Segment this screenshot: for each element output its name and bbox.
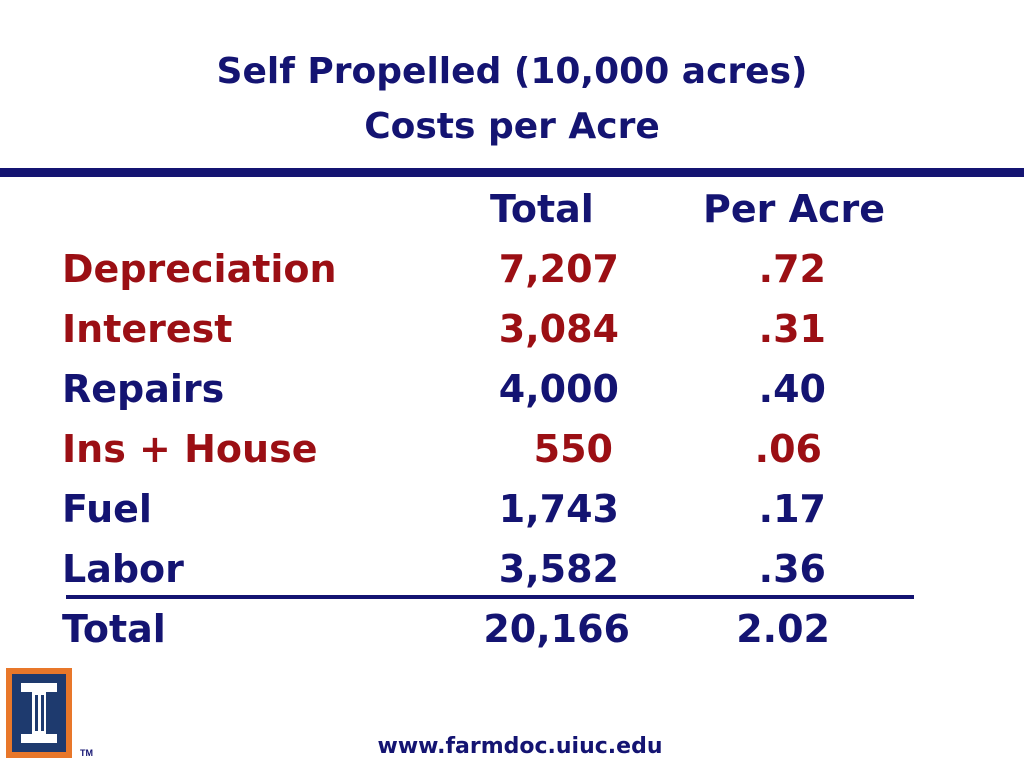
row-label: Interest: [62, 307, 233, 351]
row-label: Labor: [62, 547, 184, 591]
row-per-acre: .36: [758, 547, 826, 591]
row-total: 3,582: [498, 547, 619, 591]
row-label: Repairs: [62, 367, 225, 411]
row-label: Depreciation: [62, 247, 337, 291]
row-total: 550: [533, 427, 613, 471]
row-per-acre: .31: [758, 307, 826, 351]
row-label: Fuel: [62, 487, 152, 531]
row-total: 4,000: [498, 367, 619, 411]
summary-total: 20,166: [483, 607, 630, 651]
summary-label: Total: [62, 607, 166, 651]
trademark-mark: TM: [80, 748, 93, 758]
header-per-acre: Per Acre: [703, 187, 886, 231]
row-per-acre: .40: [758, 367, 826, 411]
footer-url: www.farmdoc.uiuc.edu: [377, 734, 663, 759]
title-divider: [0, 168, 1024, 177]
summary-per-acre: 2.02: [736, 607, 830, 651]
sum-divider: [66, 595, 914, 599]
row-total: 1,743: [498, 487, 619, 531]
row-per-acre: .06: [754, 427, 822, 471]
row-per-acre: .17: [758, 487, 826, 531]
university-illinois-block-i-logo-icon: [6, 668, 72, 758]
title-line-2: Costs per Acre: [364, 106, 660, 147]
row-total: 3,084: [498, 307, 619, 351]
row-total: 7,207: [498, 247, 619, 291]
slide-title: Self Propelled (10,000 acres) Costs per …: [0, 44, 1024, 154]
title-line-1: Self Propelled (10,000 acres): [216, 51, 808, 92]
row-per-acre: .72: [758, 247, 826, 291]
header-total: Total: [490, 187, 594, 231]
row-label: Ins + House: [62, 427, 318, 471]
